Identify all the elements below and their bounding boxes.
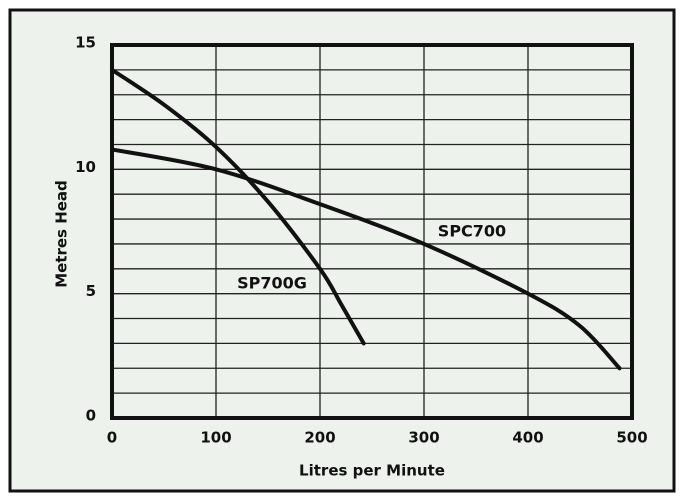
y-tick-label: 0 — [86, 407, 96, 425]
y-tick-label: 5 — [86, 282, 96, 300]
x-tick-label: 400 — [512, 429, 543, 447]
x-tick-label: 500 — [616, 429, 647, 447]
curve — [110, 147, 622, 371]
x-tick-label: 200 — [304, 429, 335, 447]
x-tick-label: 100 — [200, 429, 231, 447]
y-axis-label: Metres Head — [53, 180, 71, 288]
series-label: SP700G — [237, 274, 307, 293]
plot-area — [112, 45, 632, 418]
curve — [110, 67, 366, 346]
x-tick-label: 300 — [408, 429, 439, 447]
y-tick-label: 15 — [75, 34, 96, 52]
series-label: SPC700 — [438, 222, 506, 241]
x-axis-label: Litres per Minute — [299, 462, 445, 480]
plot-border — [110, 43, 634, 420]
x-tick-label: 0 — [107, 429, 117, 447]
y-tick-label: 10 — [75, 158, 96, 176]
